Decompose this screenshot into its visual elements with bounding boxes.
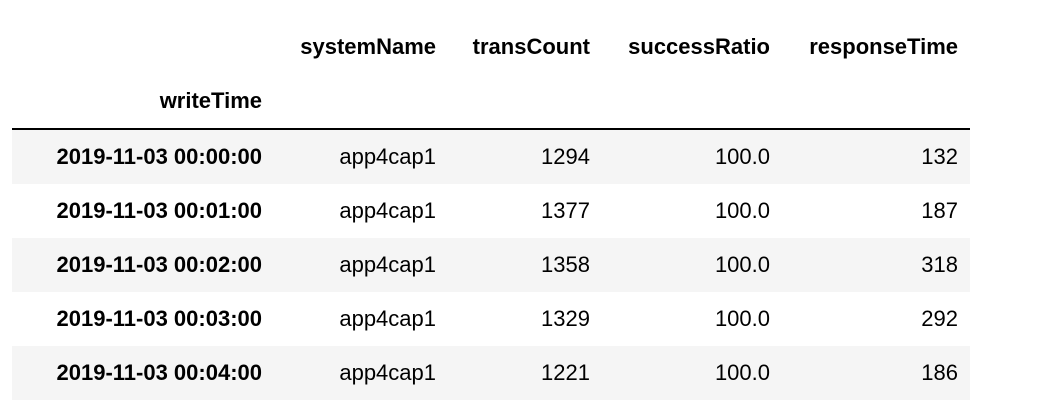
responsetime-cell: 187 [921, 198, 958, 223]
successratio-cell: 100.0 [714, 252, 770, 277]
responsetime-cell: 318 [921, 252, 958, 277]
table-row: 2019-11-03 00:00:00 app4cap1 1294 100.0 … [12, 129, 970, 184]
successratio-cell: 100.0 [714, 360, 770, 385]
row-index-cell: 2019-11-03 00:03:00 [56, 306, 263, 331]
table-row: 2019-11-03 00:03:00 app4cap1 1329 100.0 … [12, 292, 970, 346]
transcount-cell: 1377 [541, 198, 590, 223]
row-index-cell: 2019-11-03 00:01:00 [56, 198, 263, 223]
table-header: systemName transCount successRatio respo… [12, 20, 970, 130]
index-name-blank-cell [782, 74, 970, 130]
table-row: 2019-11-03 00:04:00 app4cap1 1221 100.0 … [12, 346, 970, 400]
row-index-cell: 2019-11-03 00:04:00 [56, 360, 263, 385]
transcount-cell: 1329 [541, 306, 590, 331]
transcount-cell: 1294 [541, 144, 590, 169]
responsetime-cell: 186 [921, 360, 958, 385]
index-name-blank-cell [274, 74, 448, 130]
index-name-blank-cell [448, 74, 602, 130]
row-index-cell: 2019-11-03 00:02:00 [56, 252, 263, 277]
successratio-cell: 100.0 [714, 144, 770, 169]
index-name-blank-cell [602, 74, 782, 130]
systemname-cell: app4cap1 [339, 306, 436, 331]
successratio-cell: 100.0 [714, 306, 770, 331]
transcount-cell: 1221 [541, 360, 590, 385]
column-header-successratio: successRatio [628, 34, 770, 59]
table-row: 2019-11-03 00:02:00 app4cap1 1358 100.0 … [12, 238, 970, 292]
column-header-transcount: transCount [472, 34, 590, 59]
index-name-row: writeTime [12, 74, 970, 130]
table-row: 2019-11-03 00:01:00 app4cap1 1377 100.0 … [12, 184, 970, 238]
systemname-cell: app4cap1 [339, 198, 436, 223]
column-header-responsetime: responseTime [809, 34, 958, 59]
successratio-cell: 100.0 [714, 198, 770, 223]
responsetime-cell: 132 [921, 144, 958, 169]
header-blank-cell [12, 20, 274, 74]
responsetime-cell: 292 [921, 306, 958, 331]
table-body: 2019-11-03 00:00:00 app4cap1 1294 100.0 … [12, 129, 970, 400]
systemname-cell: app4cap1 [339, 360, 436, 385]
index-name-header: writeTime [12, 74, 274, 130]
systemname-cell: app4cap1 [339, 144, 436, 169]
column-header-systemname: systemName [300, 34, 436, 59]
systemname-cell: app4cap1 [339, 252, 436, 277]
transcount-cell: 1358 [541, 252, 590, 277]
row-index-cell: 2019-11-03 00:00:00 [56, 144, 263, 169]
column-header-row: systemName transCount successRatio respo… [12, 20, 970, 74]
dataframe-table: systemName transCount successRatio respo… [12, 20, 970, 400]
